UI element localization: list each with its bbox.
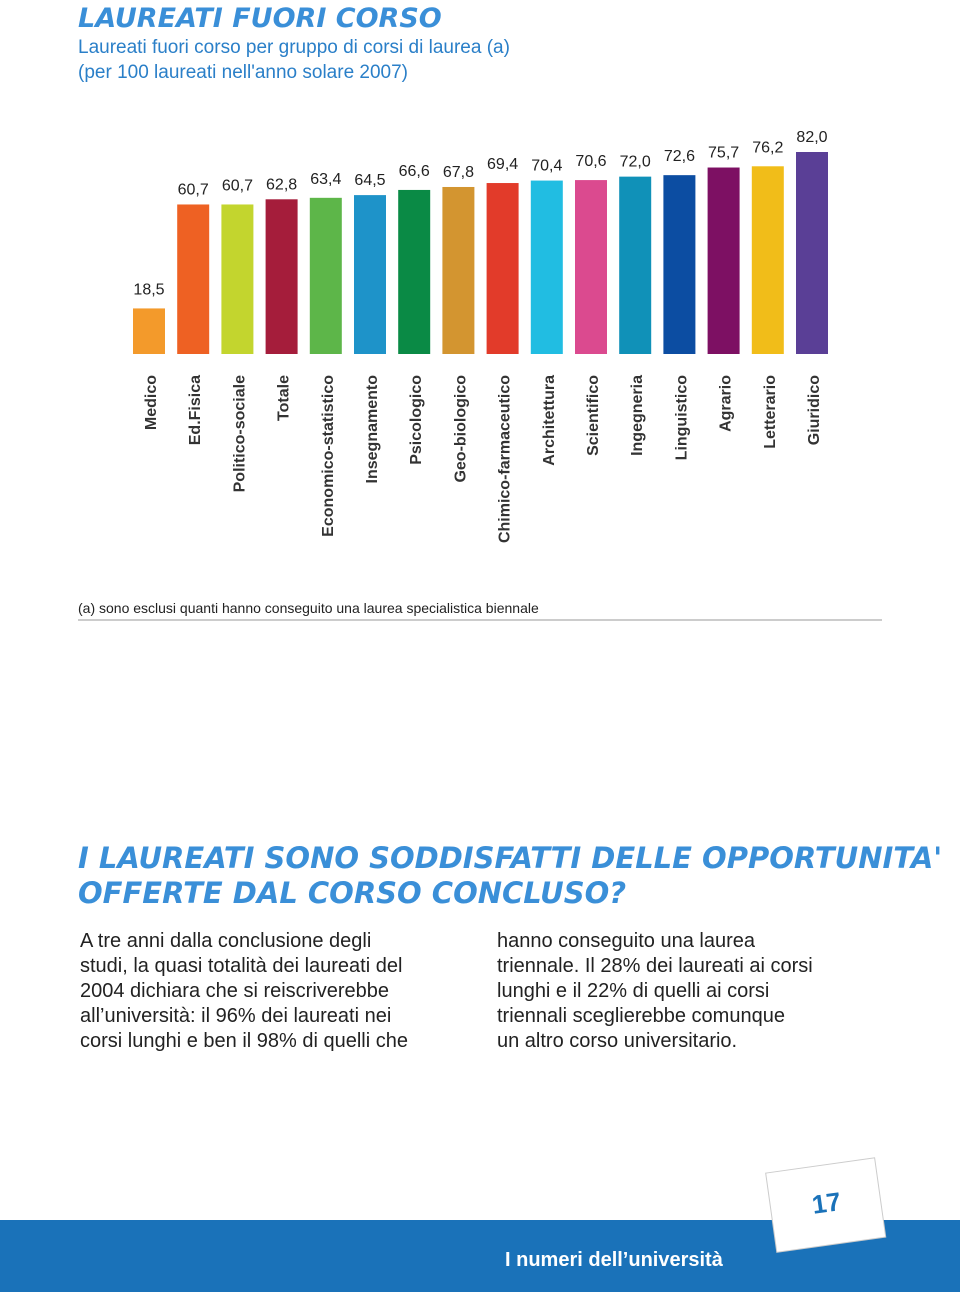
body-line: triennale. Il 28% dei laureati ai corsi — [497, 955, 813, 977]
body-line: all’università: il 96% dei laureati nei — [80, 1005, 391, 1027]
category-label: Linguistico — [673, 375, 690, 461]
sign-board — [765, 1157, 887, 1253]
value-label: 64,5 — [354, 172, 385, 189]
page-number: 17 — [810, 1186, 843, 1220]
bar — [442, 186, 475, 354]
body-line: A tre anni dalla conclusione degli — [80, 930, 371, 952]
footnote: (a) sono esclusi quanti hanno conseguito… — [78, 600, 539, 616]
value-label: 67,8 — [443, 164, 474, 181]
title: Laureati fuori corso — [78, 3, 442, 34]
category-label: Agrario — [718, 375, 735, 432]
category-label: Politico-sociale — [231, 375, 248, 492]
category-label: Totale — [276, 375, 293, 421]
value-label: 66,6 — [399, 163, 430, 180]
category-label: Ed.Fisica — [187, 375, 204, 445]
category-label: Letterario — [762, 375, 779, 449]
value-label: 60,7 — [222, 177, 253, 194]
body-line: triennali sceglierebbe comunque — [497, 1005, 785, 1027]
category-label: Ingegneria — [629, 375, 646, 456]
body-line: 2004 dichiara che si reiscriverebbe — [80, 980, 389, 1002]
value-label: 63,4 — [310, 171, 341, 188]
category-label: Giuridico — [806, 375, 823, 445]
value-label: 70,4 — [531, 158, 562, 175]
value-label: 72,6 — [664, 148, 695, 165]
bar — [309, 197, 342, 354]
value-label: 72,0 — [620, 154, 651, 171]
section-heading: I laureati sono soddisfatti delle opport… — [78, 841, 942, 875]
value-label: 18,5 — [133, 281, 164, 298]
bar — [265, 199, 298, 354]
category-label: Psicologico — [408, 375, 425, 465]
value-label: 70,6 — [575, 153, 606, 170]
bar — [796, 152, 828, 354]
category-label: Scientifico — [585, 375, 602, 456]
bar — [530, 180, 563, 354]
value-label: 62,8 — [266, 176, 297, 193]
body-line: studi, la quasi totalità dei laureati de… — [80, 955, 402, 977]
bar — [398, 189, 431, 354]
bar — [619, 176, 652, 354]
subtitle: Laureati fuori corso per gruppo di corsi… — [78, 37, 510, 58]
value-label: 76,2 — [752, 139, 783, 156]
bar — [221, 204, 254, 354]
bar — [751, 166, 784, 354]
value-label: 82,0 — [796, 129, 827, 146]
body-line: lunghi e il 22% di quelli ai corsi — [497, 980, 769, 1002]
category-label: Chimico-farmaceutico — [497, 375, 514, 543]
body-text: A tre anni dalla conclusione degli studi,… — [80, 930, 813, 1052]
footer-label: I numeri dell’università — [505, 1249, 724, 1271]
bar — [354, 195, 386, 354]
bar — [177, 204, 210, 354]
body-line: un altro corso universitario. — [497, 1030, 737, 1052]
section-heading: offerte dal corso concluso? — [78, 876, 626, 910]
category-label: Insegnamento — [364, 375, 381, 484]
category-label: Architettura — [541, 375, 558, 466]
category-label: Geo-biologico — [452, 375, 469, 483]
bar — [133, 308, 165, 354]
bar — [663, 175, 696, 354]
bar — [707, 167, 740, 354]
category-label: Medico — [143, 375, 160, 430]
body-line: hanno conseguito una laurea — [497, 930, 756, 952]
value-label: 60,7 — [178, 181, 209, 198]
value-label: 69,4 — [487, 156, 518, 173]
sign: 17 — [765, 1157, 887, 1253]
bar — [575, 180, 607, 354]
chart: 18,5 Medico 60,7 Ed.Fisica 60,7 Politico-soci… — [133, 129, 828, 543]
value-label: 75,7 — [708, 145, 739, 162]
category-label: Economico-statistico — [320, 375, 337, 537]
body-line: corsi lunghi e ben il 98% di quelli che — [80, 1030, 408, 1052]
subtitle: (per 100 laureati nell'anno solare 2007) — [78, 62, 408, 83]
bar — [486, 183, 519, 354]
